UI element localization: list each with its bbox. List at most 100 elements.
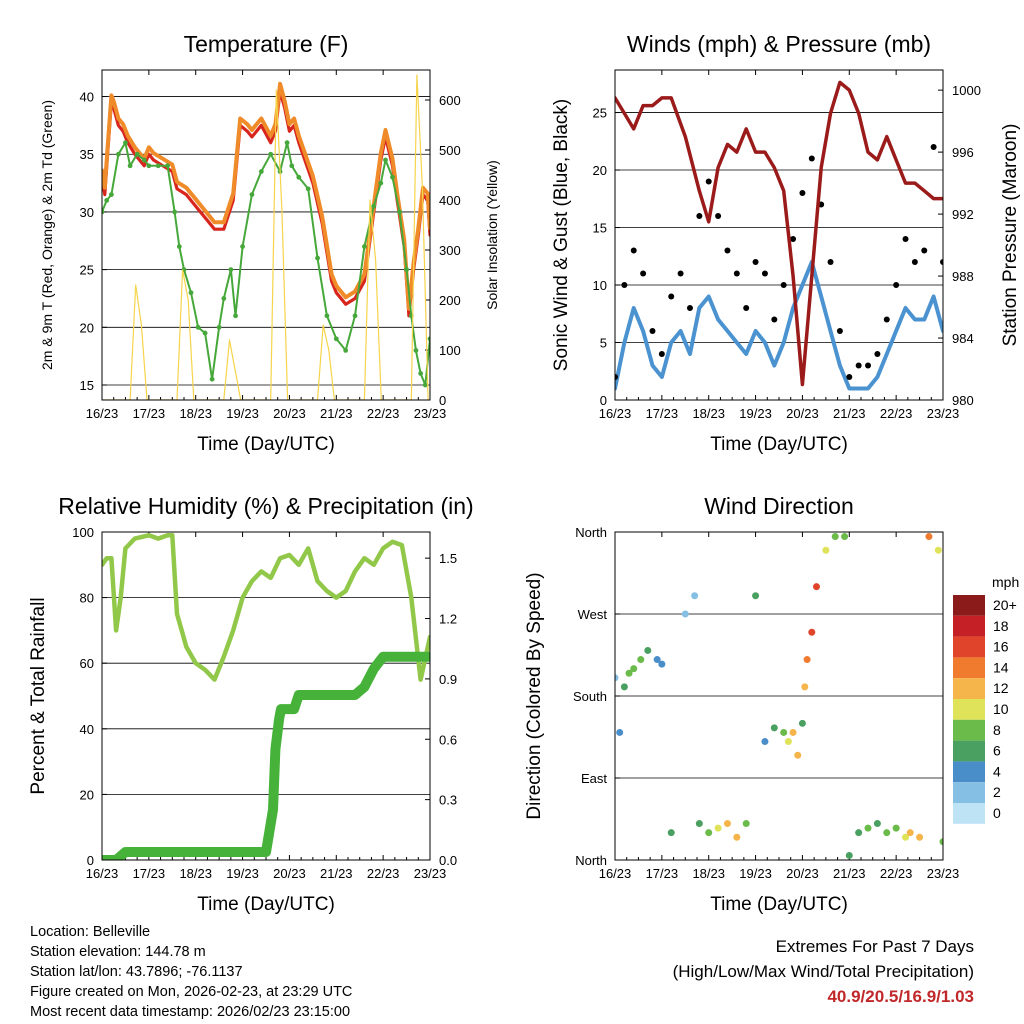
- dewpoint-point: [404, 267, 409, 273]
- direction-point: [934, 546, 942, 554]
- colorbar-label: 2: [993, 784, 1001, 800]
- x-tick-label: 16/23: [599, 406, 632, 421]
- dewpoint-point: [427, 336, 430, 342]
- y2-tick-label: 200: [439, 293, 461, 308]
- dewpoint-point: [289, 163, 295, 169]
- direction-point: [723, 820, 731, 828]
- direction-point: [925, 533, 933, 541]
- dewpoint-point: [123, 140, 128, 146]
- x-tick-label: 16/23: [86, 866, 119, 881]
- y-axis-label: Percent & Total Rainfall: [28, 597, 49, 794]
- direction-point: [625, 669, 633, 677]
- x-tick-label: 23/23: [927, 866, 960, 881]
- direction-point: [705, 829, 713, 837]
- y-axis-label: 2m & 9m T (Red, Orange) & 2m Td (Green): [39, 100, 55, 370]
- x-tick-label: 21/23: [833, 866, 866, 881]
- direction-point: [864, 824, 872, 832]
- chart-title: Winds (mph) & Pressure (mb): [627, 31, 931, 57]
- x-tick-label: 18/23: [179, 866, 212, 881]
- gust-point: [615, 374, 618, 381]
- station-info: Location: Belleville Station elevation: …: [30, 922, 352, 1022]
- y-tick-label: South: [573, 689, 607, 704]
- x-tick-label: 18/23: [692, 866, 725, 881]
- gust-point: [724, 247, 731, 254]
- direction-point: [780, 728, 788, 736]
- dewpoint-point: [258, 169, 264, 174]
- gust-point: [921, 247, 928, 254]
- dewpoint-point: [413, 347, 419, 353]
- direction-point: [620, 683, 628, 691]
- x-tick-label: 17/23: [133, 866, 166, 881]
- x-tick-label: 22/23: [367, 866, 400, 881]
- pressure-line: [615, 80, 943, 387]
- gust-point: [855, 362, 862, 369]
- x-tick-label: 18/23: [692, 406, 725, 421]
- y-tick-label: East: [581, 771, 607, 786]
- created-text: Figure created on Mon, 2026-02-23, at 23…: [30, 984, 353, 1000]
- temperature-panel: Temperature (F) 15 20 25 30 35 40 16/23 17/23 18/…: [39, 31, 500, 455]
- colorbar-swatch: [953, 740, 985, 762]
- dewpoint-point: [343, 347, 349, 353]
- wind-line: [615, 260, 943, 391]
- colorbar-label: 6: [993, 743, 1001, 759]
- x-tick-label: 19/23: [226, 406, 259, 421]
- direction-point: [892, 824, 900, 832]
- latlon-text: Station lat/lon: 43.7896; -76.1137: [30, 964, 243, 980]
- direction-point: [822, 546, 830, 554]
- dewpoint-point: [216, 324, 222, 330]
- y2-tick-label: 600: [439, 93, 461, 108]
- gust-point: [686, 305, 693, 312]
- gust-point: [705, 178, 712, 185]
- chart-title: Wind Direction: [704, 493, 854, 519]
- dewpoint-point: [324, 313, 330, 319]
- direction-point: [644, 646, 652, 654]
- y2-tick-label: 0.9: [439, 672, 457, 687]
- x-tick-label: 21/23: [833, 406, 866, 421]
- x-tick-label: 20/23: [786, 406, 819, 421]
- y2-tick-label: 100: [439, 343, 461, 358]
- gust-point: [865, 362, 872, 369]
- y2-tick-label: 0: [439, 393, 446, 408]
- dewpoint-point: [333, 336, 339, 342]
- colorbar-label: 8: [993, 722, 1001, 738]
- y2-tick-label: 992: [952, 207, 974, 222]
- dewpoint-point: [155, 163, 161, 169]
- location-text: Location: Belleville: [30, 924, 151, 940]
- dewpoint-point: [305, 186, 311, 192]
- dewpoint-point: [134, 151, 140, 157]
- dewpoint-point: [418, 371, 424, 376]
- x-tick-label: 20/23: [273, 406, 306, 421]
- extremes-subtitle: (High/Low/Max Wind/Total Precipitation): [672, 962, 974, 981]
- x-tick-label: 19/23: [226, 866, 259, 881]
- gust-point: [761, 270, 768, 277]
- direction-point: [733, 833, 741, 841]
- x-axis-label: Time (Day/UTC): [197, 434, 335, 455]
- dewpoint-point: [108, 192, 114, 198]
- direction-point: [855, 829, 863, 837]
- y-tick-label: 15: [80, 378, 94, 393]
- dewpoint-point: [165, 163, 171, 169]
- direction-point: [801, 683, 809, 691]
- plot-area: [615, 80, 943, 391]
- y-tick-label: West: [578, 607, 608, 622]
- y-tick-label: North: [575, 525, 607, 540]
- y2-tick-label: 984: [952, 331, 974, 346]
- plot-border: [614, 531, 944, 861]
- x-tick-label: 18/23: [179, 406, 212, 421]
- colorbar-label: 20+: [993, 597, 1017, 613]
- colorbar-swatch: [953, 782, 985, 803]
- dewpoint-line: [102, 141, 430, 386]
- direction-point: [616, 728, 624, 736]
- direction-point: [761, 738, 769, 746]
- direction-point: [695, 820, 703, 828]
- x-tick-label: 22/23: [880, 406, 913, 421]
- dewpoint-point: [195, 324, 201, 330]
- gust-point: [883, 316, 890, 323]
- direction-point: [883, 829, 891, 837]
- colorbar-swatch: [953, 615, 985, 637]
- dewpoint-point: [104, 197, 110, 203]
- y-tick-label: 20: [80, 320, 94, 335]
- x-tick-label: 17/23: [646, 406, 679, 421]
- plot-border: [101, 531, 431, 861]
- dewpoint-point: [233, 313, 238, 319]
